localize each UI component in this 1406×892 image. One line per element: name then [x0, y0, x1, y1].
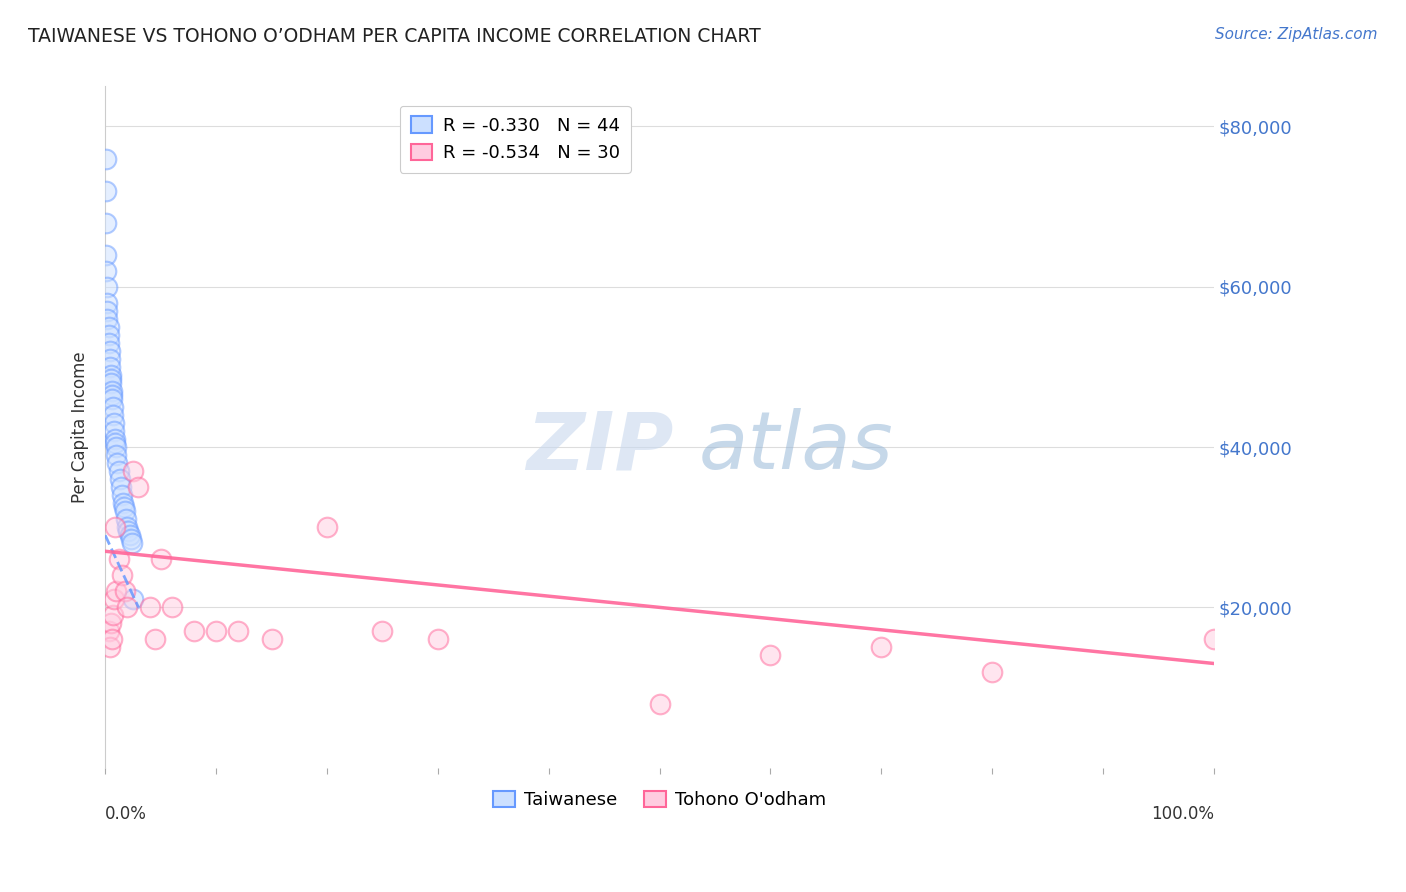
Point — [98, 359, 121, 374]
Point — [371, 624, 394, 639]
Point — [98, 640, 121, 655]
Point — [101, 388, 124, 402]
Point — [870, 640, 893, 655]
Text: 100.0%: 100.0% — [1152, 805, 1213, 823]
Point — [426, 632, 449, 647]
Point — [100, 368, 122, 382]
Point — [120, 533, 142, 547]
Point — [648, 697, 671, 711]
Point — [121, 536, 143, 550]
Point — [183, 624, 205, 639]
Point — [96, 264, 118, 278]
Point — [114, 584, 136, 599]
Point — [98, 343, 121, 358]
Point — [112, 500, 135, 515]
Point — [100, 616, 122, 631]
Point — [316, 520, 339, 534]
Point — [101, 384, 124, 398]
Point — [122, 592, 145, 607]
Point — [759, 648, 782, 663]
Point — [118, 528, 141, 542]
Point — [96, 184, 118, 198]
Point — [149, 552, 172, 566]
Text: atlas: atlas — [699, 409, 893, 486]
Point — [101, 408, 124, 422]
Legend: Taiwanese, Tohono O'odham: Taiwanese, Tohono O'odham — [486, 784, 834, 816]
Point — [160, 600, 183, 615]
Point — [114, 504, 136, 518]
Point — [138, 600, 160, 615]
Point — [96, 152, 118, 166]
Point — [122, 464, 145, 478]
Point — [97, 624, 120, 639]
Point — [107, 552, 129, 566]
Point — [96, 216, 118, 230]
Point — [117, 520, 139, 534]
Point — [105, 440, 128, 454]
Point — [111, 568, 134, 582]
Point — [117, 600, 139, 615]
Y-axis label: Per Capita Income: Per Capita Income — [72, 351, 89, 503]
Point — [111, 488, 134, 502]
Point — [103, 416, 125, 430]
Text: 0.0%: 0.0% — [105, 805, 148, 823]
Point — [104, 432, 127, 446]
Point — [104, 520, 127, 534]
Point — [115, 512, 138, 526]
Point — [108, 472, 131, 486]
Point — [226, 624, 249, 639]
Point — [101, 632, 124, 647]
Point — [97, 319, 120, 334]
Point — [103, 592, 125, 607]
Point — [97, 335, 120, 350]
Point — [96, 279, 118, 293]
Point — [105, 448, 128, 462]
Point — [110, 480, 132, 494]
Point — [98, 351, 121, 366]
Point — [96, 248, 118, 262]
Point — [101, 400, 124, 414]
Point — [117, 524, 139, 539]
Point — [101, 608, 124, 623]
Text: Source: ZipAtlas.com: Source: ZipAtlas.com — [1215, 27, 1378, 42]
Point — [104, 436, 127, 450]
Point — [96, 295, 118, 310]
Point — [127, 480, 149, 494]
Point — [107, 456, 129, 470]
Point — [105, 584, 128, 599]
Point — [1202, 632, 1225, 647]
Point — [101, 392, 124, 406]
Point — [96, 311, 118, 326]
Point — [97, 327, 120, 342]
Point — [100, 372, 122, 386]
Point — [103, 424, 125, 438]
Point — [260, 632, 283, 647]
Text: TAIWANESE VS TOHONO O’ODHAM PER CAPITA INCOME CORRELATION CHART: TAIWANESE VS TOHONO O’ODHAM PER CAPITA I… — [28, 27, 761, 45]
Point — [981, 665, 1004, 679]
Point — [100, 376, 122, 390]
Point — [143, 632, 166, 647]
Text: ZIP: ZIP — [526, 409, 673, 486]
Point — [111, 496, 134, 510]
Point — [96, 303, 118, 318]
Point — [205, 624, 228, 639]
Point — [107, 464, 129, 478]
